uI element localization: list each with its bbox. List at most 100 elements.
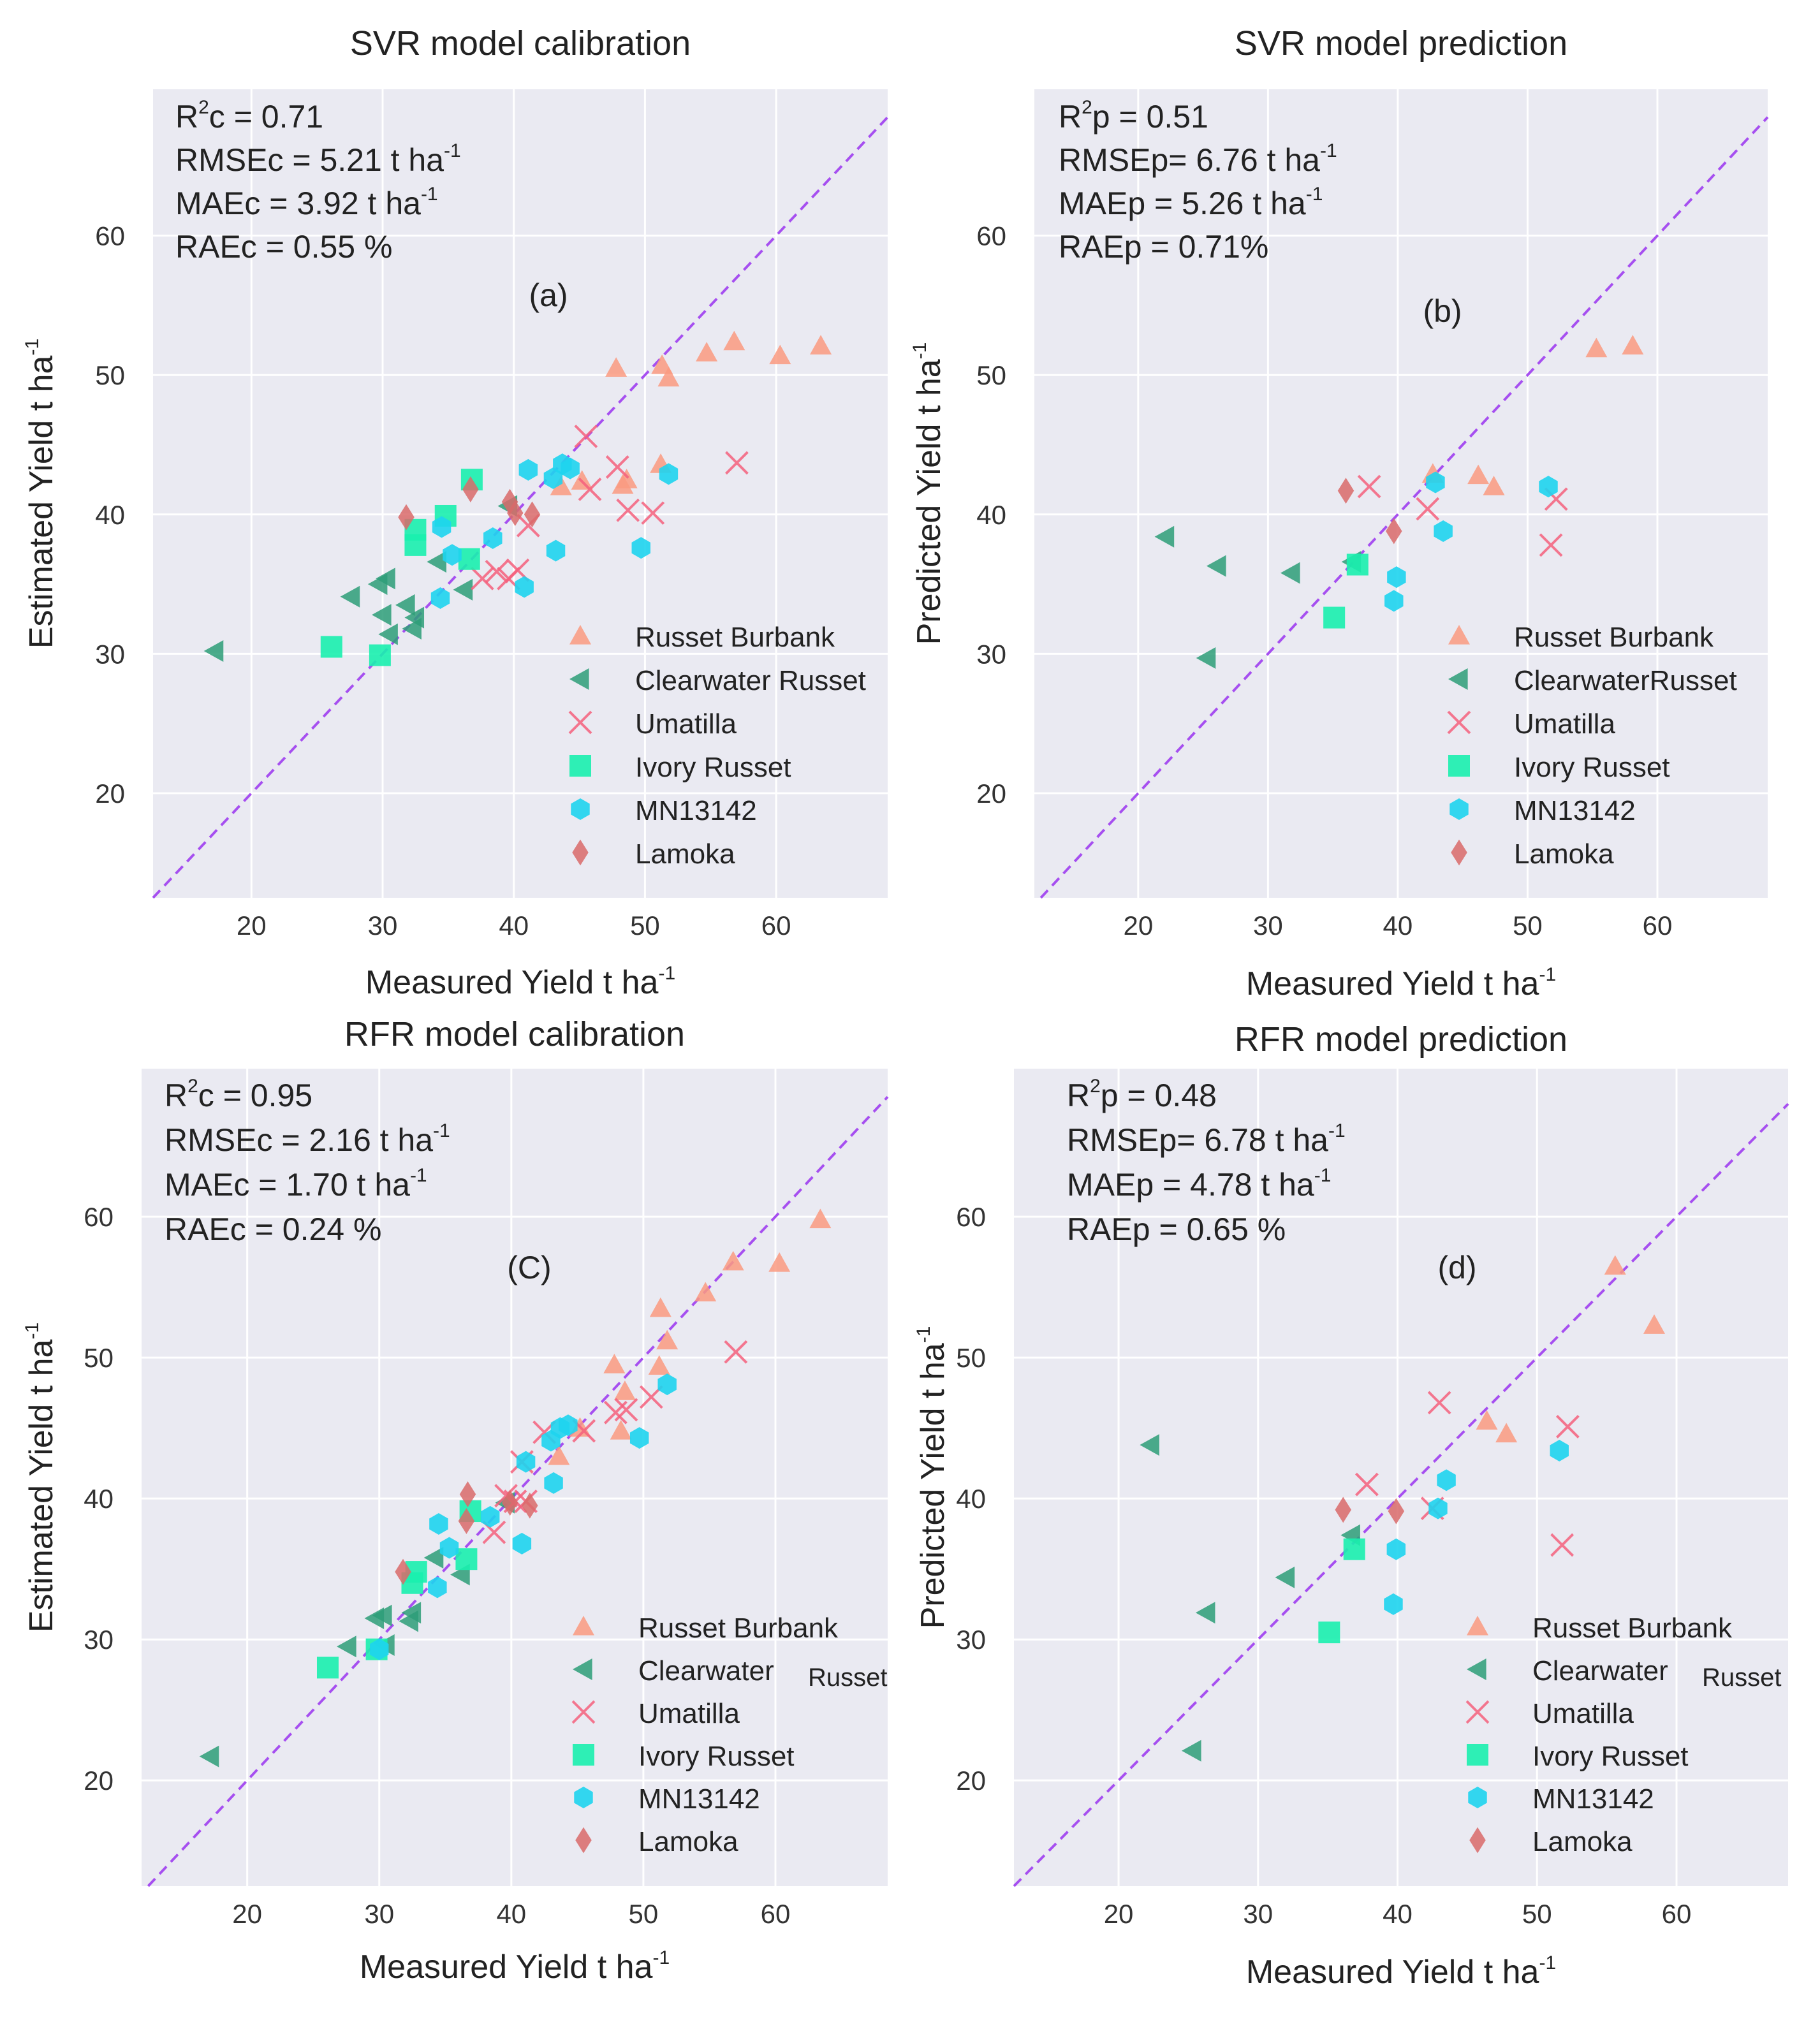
legend-marker xyxy=(574,1787,593,1808)
data-point xyxy=(1337,478,1354,504)
x-axis-label: Measured Yield t ha-1 xyxy=(1246,1952,1556,1991)
data-point xyxy=(485,560,509,583)
data-point xyxy=(1434,520,1453,543)
data-point xyxy=(1357,474,1381,499)
x-tick-label: 60 xyxy=(761,911,791,940)
data-point xyxy=(512,1532,532,1555)
x-tick-label: 20 xyxy=(1123,911,1153,940)
data-point xyxy=(1467,464,1490,485)
data-point xyxy=(725,451,749,475)
y-tick-label: 60 xyxy=(84,1202,114,1232)
data-point xyxy=(372,604,392,626)
stat-line: RMSEc = 5.21 t ha-1 xyxy=(175,140,461,178)
data-point xyxy=(1181,1739,1201,1762)
data-point xyxy=(696,342,718,362)
legend-label: ClearwaterRusset xyxy=(1514,665,1737,696)
x-tick-label: 20 xyxy=(1104,1899,1134,1929)
legend-label: Russet Burbank xyxy=(638,1613,839,1644)
identity-line xyxy=(152,116,889,899)
data-point xyxy=(548,1445,570,1465)
x-tick-label: 60 xyxy=(761,1899,791,1929)
data-point xyxy=(1427,1391,1451,1415)
data-point xyxy=(458,1508,475,1534)
data-point xyxy=(649,1297,671,1317)
legend-label: Lamoka xyxy=(638,1826,738,1857)
legend-marker xyxy=(1449,798,1469,820)
data-point xyxy=(1323,606,1346,629)
x-tick-label: 50 xyxy=(629,1899,659,1929)
legend-marker xyxy=(573,1658,592,1680)
data-point xyxy=(768,1252,791,1272)
data-point xyxy=(402,618,422,640)
data-point xyxy=(340,585,360,608)
chart-title: SVR model calibration xyxy=(350,24,691,62)
data-point xyxy=(1140,1434,1159,1456)
data-point xyxy=(810,335,832,355)
data-point xyxy=(398,504,415,531)
y-tick-label: 60 xyxy=(956,1202,986,1232)
data-point xyxy=(483,527,503,549)
y-tick-label: 40 xyxy=(95,500,125,530)
x-tick-label: 30 xyxy=(364,1899,394,1929)
legend-marker xyxy=(573,1616,594,1636)
data-point xyxy=(502,1489,518,1516)
data-point xyxy=(443,544,462,566)
legend-label: MN13142 xyxy=(1514,795,1636,826)
y-axis-label: Estimated Yield t ha-1 xyxy=(22,1322,60,1632)
data-point xyxy=(337,1636,356,1658)
legend-marker xyxy=(575,1827,592,1854)
data-point xyxy=(369,644,391,666)
data-point xyxy=(1388,1498,1405,1525)
data-point xyxy=(1483,476,1505,495)
panel-tag: (b) xyxy=(1423,293,1462,329)
legend-marker xyxy=(1468,1787,1487,1808)
stat-line: RMSEc = 2.16 t ha-1 xyxy=(165,1120,450,1158)
stat-line: MAEc = 3.92 t ha-1 xyxy=(175,184,438,221)
data-point xyxy=(428,1576,447,1599)
data-point xyxy=(423,1546,444,1569)
data-point xyxy=(1643,1314,1666,1334)
data-point xyxy=(1384,1593,1403,1615)
data-point xyxy=(1550,1533,1574,1557)
legend-marker xyxy=(1448,668,1468,690)
data-point xyxy=(518,458,538,481)
legend-label: Lamoka xyxy=(1532,1826,1633,1857)
panel-tag: (d) xyxy=(1437,1250,1476,1285)
legend-label: Russet Burbank xyxy=(635,622,835,653)
data-point xyxy=(605,455,629,479)
data-point xyxy=(1318,1621,1340,1644)
stat-line: MAEp = 4.78 t ha-1 xyxy=(1067,1165,1331,1203)
x-tick-label: 40 xyxy=(499,911,529,940)
legend-marker xyxy=(569,755,591,777)
data-point xyxy=(629,1427,649,1449)
data-point xyxy=(1154,525,1175,548)
legend-marker xyxy=(1465,1700,1490,1724)
legend-marker xyxy=(1469,1827,1486,1854)
data-point xyxy=(1335,1497,1351,1523)
data-point xyxy=(1384,590,1404,612)
data-point xyxy=(372,1604,392,1627)
legend-marker xyxy=(569,625,591,645)
legend-marker xyxy=(569,668,589,690)
panel-a: 20 30 40 50 60 20 30 40 50 60 SVR model calibratio… xyxy=(22,24,889,1001)
data-point xyxy=(657,1373,677,1396)
data-point xyxy=(515,576,534,598)
stat-line: RAEc = 0.24 % xyxy=(165,1211,381,1247)
data-point xyxy=(550,476,572,495)
data-point xyxy=(656,1329,679,1350)
legend-label: MN13142 xyxy=(638,1783,760,1815)
y-tick-label: 20 xyxy=(976,779,1006,809)
data-point xyxy=(1495,1423,1518,1443)
y-tick-label: 50 xyxy=(956,1343,986,1373)
data-point xyxy=(605,357,627,377)
legend-label: Umatilla xyxy=(638,1698,740,1729)
chart-title: RFR model calibration xyxy=(344,1015,685,1053)
legend-label: Ivory Russet xyxy=(1532,1741,1689,1772)
data-point xyxy=(541,1430,561,1452)
data-point xyxy=(1206,555,1226,577)
data-point xyxy=(648,1355,670,1375)
data-point xyxy=(1539,476,1558,498)
x-tick-label: 30 xyxy=(368,911,398,940)
legend-label: Clearwater xyxy=(1532,1655,1668,1687)
data-point xyxy=(641,501,665,525)
